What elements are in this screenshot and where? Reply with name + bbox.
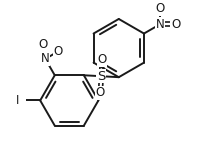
Text: I: I (16, 94, 19, 107)
Text: O: O (97, 53, 106, 66)
Text: O: O (38, 38, 47, 51)
Text: O: O (155, 2, 164, 15)
Text: N: N (41, 52, 49, 65)
Text: O: O (95, 86, 104, 99)
Text: S: S (97, 70, 105, 83)
Text: O: O (53, 45, 62, 58)
Text: N: N (155, 18, 164, 31)
Text: O: O (170, 18, 179, 31)
